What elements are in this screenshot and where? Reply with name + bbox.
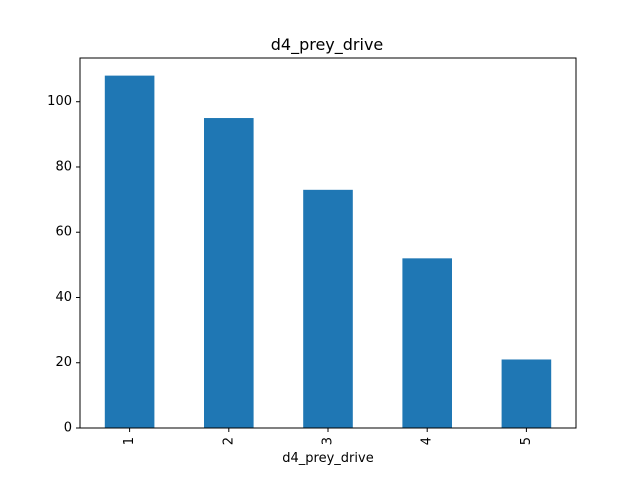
y-tick-label-40: 40: [55, 290, 72, 305]
plot-frame: [79, 57, 577, 429]
bar-1: [104, 75, 155, 428]
x-tick-label-1: 1: [122, 437, 137, 445]
chart-title: d4_prey_drive: [271, 35, 384, 55]
y-tick-label-20: 20: [55, 355, 72, 370]
x-tick-label-4: 4: [420, 437, 435, 445]
x-axis: 1 2 3 4 5: [122, 428, 534, 445]
bar-2: [204, 118, 254, 428]
x-axis-label: d4_prey_drive: [282, 451, 373, 466]
bar-5: [501, 359, 552, 428]
x-tick-label-3: 3: [321, 437, 336, 445]
y-tick-label-60: 60: [55, 225, 72, 240]
bars-group: [104, 75, 552, 428]
y-tick-label-0: 0: [64, 421, 72, 436]
bar-3: [303, 189, 353, 428]
y-tick-label-100: 100: [47, 94, 72, 109]
x-tick-label-5: 5: [519, 437, 534, 445]
y-tick-label-80: 80: [55, 159, 72, 174]
x-tick-label-2: 2: [221, 437, 236, 445]
bar-4: [402, 258, 452, 428]
y-axis: 0 20 40 60 80 100: [47, 94, 80, 436]
